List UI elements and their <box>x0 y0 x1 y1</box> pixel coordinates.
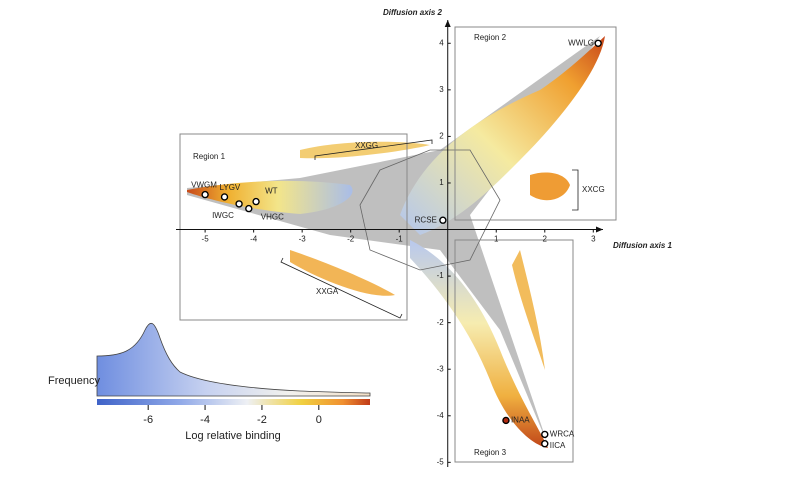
colorbar-tick-label: 0 <box>316 414 322 426</box>
region-label: Region 1 <box>193 152 226 161</box>
point <box>252 197 260 206</box>
point-label: RCSE <box>415 215 437 224</box>
y-tick-label: -5 <box>437 457 445 466</box>
point <box>541 440 549 448</box>
arm-right <box>512 250 545 370</box>
x-tick-label: -5 <box>202 235 210 244</box>
histogram-label: Frequency <box>48 375 100 387</box>
region-box <box>454 26 617 221</box>
colorbar-tick-label: -4 <box>200 414 210 426</box>
point-label: INAA <box>511 416 530 425</box>
colorbar-tick-label: -2 <box>257 414 267 426</box>
point-label: WRCA <box>550 430 575 439</box>
x-axis-title: Diffusion axis 1 <box>613 241 673 250</box>
point <box>541 430 549 439</box>
y-tick-label: -3 <box>437 364 445 373</box>
point <box>594 39 602 47</box>
bracket <box>314 139 433 160</box>
group-label: XXGG <box>355 141 378 150</box>
center-outline <box>359 149 501 271</box>
arm-down <box>410 240 548 448</box>
point-label: WT <box>265 187 278 196</box>
x-tick-label: 3 <box>591 235 596 244</box>
y-tick-label: 1 <box>439 178 444 187</box>
bracket <box>572 169 579 211</box>
y-tick-label: 2 <box>439 132 444 141</box>
bracket <box>280 257 403 319</box>
point <box>502 416 510 425</box>
group-label: XXGA <box>316 287 339 296</box>
y-tick-label: 3 <box>439 85 444 94</box>
point-label: IWGC <box>212 211 234 220</box>
x-axis-arrow <box>596 226 603 233</box>
colorbar <box>97 399 370 405</box>
point-label: LYGV <box>220 183 241 192</box>
arm-xxga <box>290 250 395 296</box>
point <box>439 216 447 224</box>
point-label: WWLG <box>568 38 594 47</box>
arm-xxgg <box>300 141 430 159</box>
point <box>245 204 253 213</box>
y-tick-label: 4 <box>439 38 444 47</box>
group-label: XXCG <box>582 185 605 194</box>
y-axis-arrow <box>444 20 451 27</box>
point <box>235 200 243 208</box>
arm-up <box>400 36 605 235</box>
x-tick-label: 1 <box>494 235 499 244</box>
x-tick-label: -1 <box>396 235 404 244</box>
point <box>201 190 209 199</box>
colorbar-label: Log relative binding <box>185 430 280 442</box>
arm-xxcg <box>530 172 570 201</box>
y-tick-label: -4 <box>437 411 445 420</box>
point-label: VHGC <box>261 213 284 222</box>
point-label: VWGM <box>191 181 217 190</box>
y-tick-label: -2 <box>437 318 445 327</box>
region-box <box>179 133 408 321</box>
point-cloud <box>187 36 605 448</box>
region-box <box>454 239 574 463</box>
x-tick-label: -3 <box>299 235 307 244</box>
x-tick-label: -4 <box>250 235 258 244</box>
x-tick-label: -2 <box>347 235 355 244</box>
point-label: IICA <box>550 441 566 450</box>
y-tick-label: -1 <box>437 271 445 280</box>
x-tick-label: 2 <box>543 235 548 244</box>
histogram <box>96 322 371 397</box>
arm-left <box>187 180 353 214</box>
y-axis-title: Diffusion axis 2 <box>383 8 443 17</box>
colorbar-tick-label: -6 <box>143 414 153 426</box>
point <box>220 193 229 201</box>
region-label: Region 3 <box>474 448 507 457</box>
region-label: Region 2 <box>474 33 507 42</box>
